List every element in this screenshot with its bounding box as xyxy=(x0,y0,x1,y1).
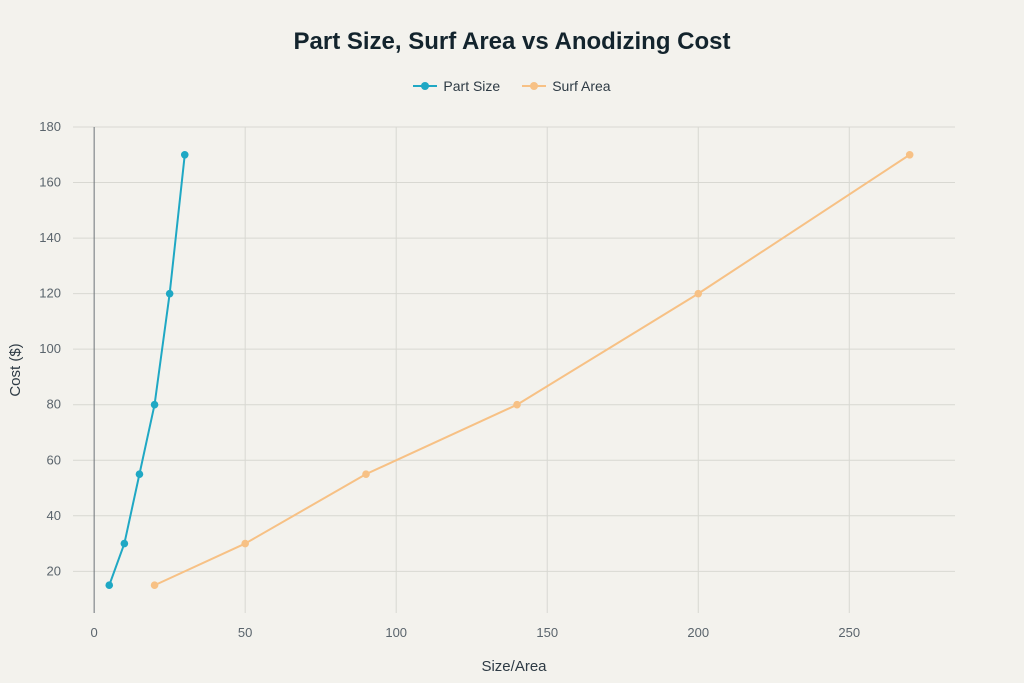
data-point-surf-area xyxy=(694,289,703,298)
legend-item-surf-area[interactable]: Surf Area xyxy=(522,78,611,94)
series-line-part-size xyxy=(108,154,186,586)
y-axis-label: Cost ($) xyxy=(7,343,24,396)
y-tick-label: 100 xyxy=(39,341,61,356)
data-point-part-size xyxy=(165,289,174,298)
data-point-surf-area xyxy=(362,470,370,478)
data-point-part-size xyxy=(105,581,114,590)
legend-item-part-size[interactable]: Part Size xyxy=(413,78,500,94)
data-point-surf-area xyxy=(905,150,914,159)
legend-swatch-part-size xyxy=(413,80,438,92)
legend-label-part-size: Part Size xyxy=(443,78,501,94)
chart-legend: Part Size Surf Area xyxy=(0,78,1024,94)
data-point-part-size xyxy=(180,150,189,159)
chart-title: Part Size, Surf Area vs Anodizing Cost xyxy=(293,28,731,55)
data-point-surf-area xyxy=(241,539,249,548)
x-tick-label: 0 xyxy=(91,625,98,640)
legend-dot-part-size xyxy=(421,82,430,90)
x-tick-label: 100 xyxy=(385,625,407,640)
y-tick-label: 40 xyxy=(47,508,61,523)
x-tick-label: 200 xyxy=(687,625,709,640)
data-point-part-size xyxy=(135,470,144,478)
legend-dot-surf-area xyxy=(530,82,539,90)
y-tick-label: 20 xyxy=(47,563,61,578)
y-tick-label: 180 xyxy=(39,119,61,134)
data-point-surf-area xyxy=(513,400,521,409)
x-tick-label: 150 xyxy=(536,625,558,640)
series-line-surf-area xyxy=(154,153,911,587)
x-axis-label: Size/Area xyxy=(481,658,547,675)
y-tick-label: 80 xyxy=(47,397,61,412)
y-tick-label: 120 xyxy=(39,286,61,301)
data-point-surf-area xyxy=(150,581,159,590)
y-tick-label: 140 xyxy=(39,230,61,245)
x-tick-label: 250 xyxy=(838,625,860,640)
x-tick-label: 50 xyxy=(238,625,252,640)
legend-label-surf-area: Surf Area xyxy=(552,78,611,94)
data-point-part-size xyxy=(150,400,159,409)
y-tick-label: 160 xyxy=(39,175,61,190)
legend-swatch-surf-area xyxy=(522,80,547,92)
y-tick-label: 60 xyxy=(47,452,61,467)
data-point-part-size xyxy=(120,539,129,548)
